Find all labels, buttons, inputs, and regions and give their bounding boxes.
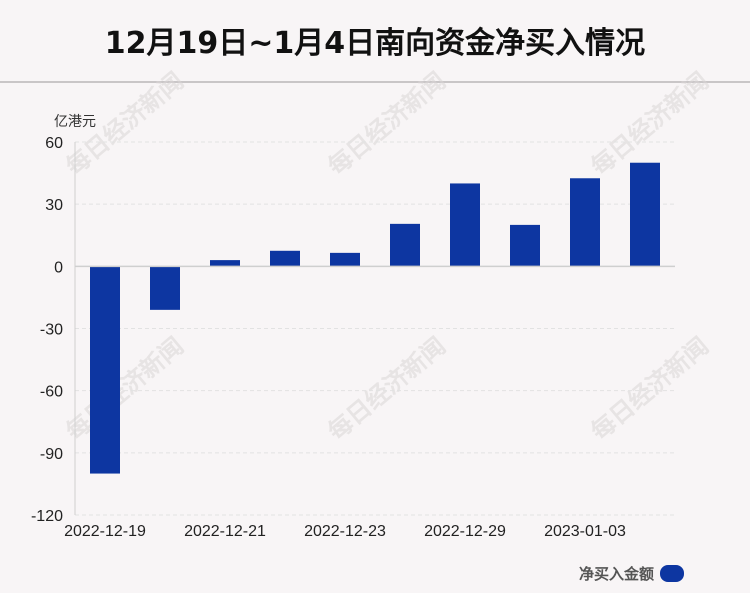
legend: 净买入金额: [579, 563, 684, 584]
bar: [90, 266, 120, 474]
bar: [210, 260, 240, 267]
y-tick-label: 30: [45, 197, 63, 214]
bar: [450, 183, 480, 267]
bar: [150, 266, 180, 310]
legend-swatch: [660, 565, 684, 582]
y-tick-label: 60: [45, 135, 63, 152]
watermark-text: 每日经济新闻: [323, 67, 451, 181]
legend-label: 净买入金额: [578, 565, 654, 583]
y-axis-label: 亿港元: [54, 114, 96, 130]
watermark-text: 每日经济新闻: [323, 332, 451, 446]
watermark-text: 每日经济新闻: [61, 332, 189, 446]
x-tick-label: 2022-12-29: [424, 523, 506, 540]
bar: [270, 250, 300, 267]
x-tick-label: 2022-12-19: [64, 523, 146, 540]
bar: [510, 224, 540, 267]
y-tick-label: -120: [31, 508, 63, 525]
y-tick-label: -60: [40, 384, 63, 401]
x-tick-label: 2023-01-03: [544, 523, 626, 540]
watermark-text: 每日经济新闻: [586, 332, 714, 446]
bar: [330, 252, 360, 267]
y-tick-label: 0: [54, 259, 63, 276]
y-tick-label: -30: [40, 322, 63, 339]
bar: [630, 162, 660, 267]
bar: [570, 178, 600, 267]
x-tick-label: 2022-12-21: [184, 523, 266, 540]
title-divider: [0, 81, 750, 83]
x-tick-label: 2022-12-23: [304, 523, 386, 540]
y-tick-label: -90: [40, 446, 63, 463]
bar: [390, 223, 420, 267]
chart-title: 12月19日~1月4日南向资金净买入情况: [104, 26, 646, 61]
